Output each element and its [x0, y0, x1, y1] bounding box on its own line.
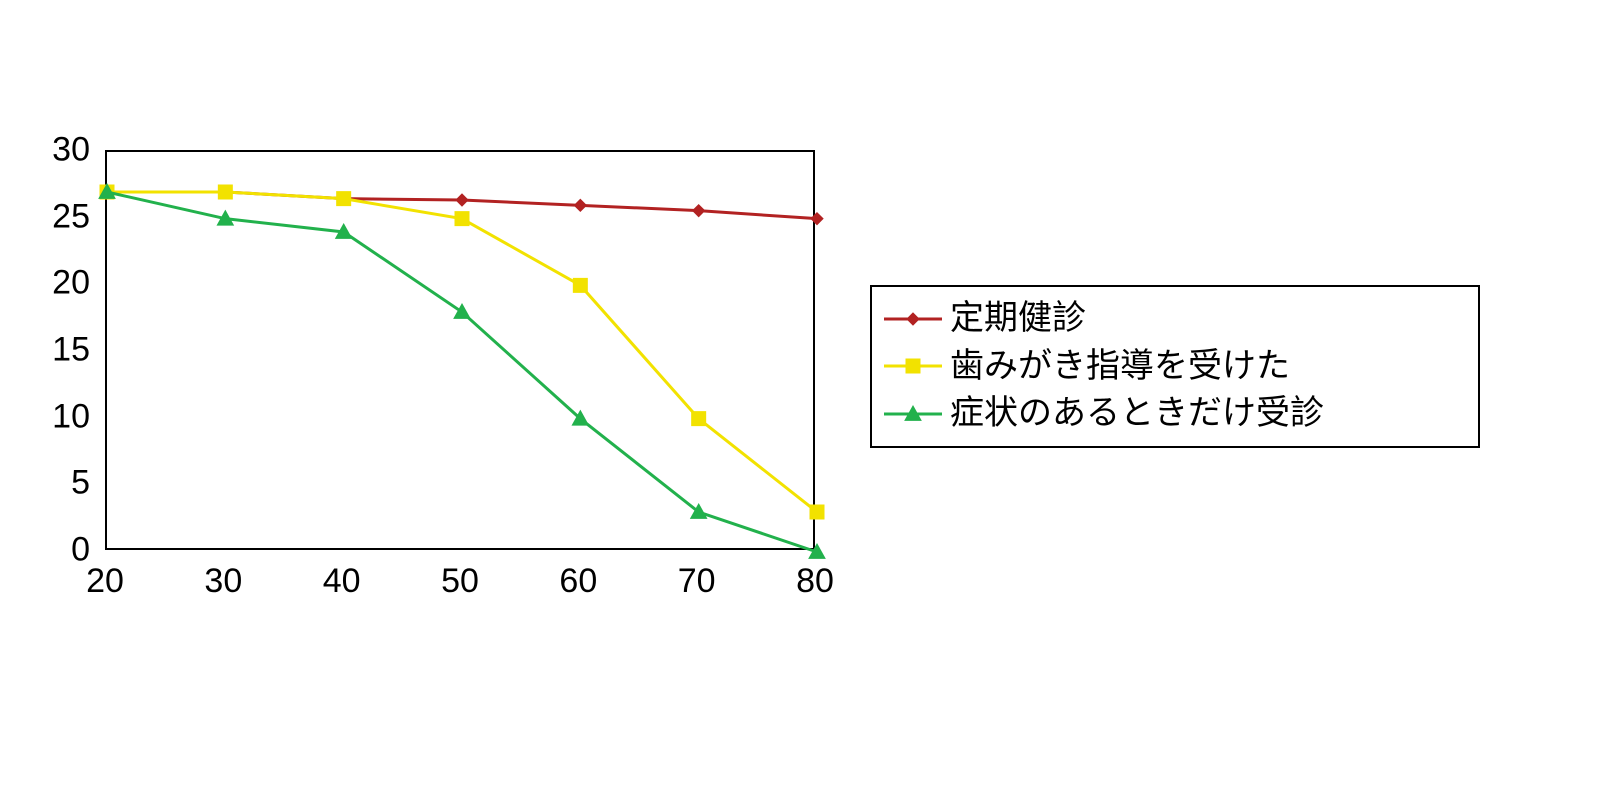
y-tick-label: 10: [0, 397, 90, 436]
legend-marker-icon: [903, 404, 923, 424]
series-marker-regular: [811, 213, 823, 225]
x-tick-label: 20: [86, 562, 124, 601]
plot-area: [105, 150, 815, 550]
legend-item-symptom: 症状のあるときだけ受診: [884, 390, 1466, 438]
series-marker-regular: [693, 205, 705, 217]
series-marker-regular: [456, 194, 468, 206]
legend-swatch: [884, 404, 942, 424]
y-tick-label: 30: [0, 131, 90, 170]
x-tick-label: 30: [204, 562, 242, 601]
series-marker-brushing: [810, 505, 824, 519]
y-tick-label: 20: [0, 264, 90, 303]
series-marker-symptom: [454, 304, 470, 318]
series-line-brushing: [107, 192, 817, 512]
y-tick-label: 5: [0, 464, 90, 503]
legend-item-brushing: 歯みがき指導を受けた: [884, 343, 1466, 391]
legend-marker-icon: [905, 311, 921, 327]
chart-container: 0 5 10 15 20 25 30 20 30 40 50 60 70 80 定期健診歯みがき指導を受…: [0, 0, 1600, 800]
x-tick-label: 40: [323, 562, 361, 601]
x-tick-label: 70: [678, 562, 716, 601]
series-marker-brushing: [337, 192, 351, 206]
legend-label: 定期健診: [950, 295, 1086, 343]
x-tick-label: 80: [796, 562, 834, 601]
legend-swatch: [884, 309, 942, 329]
legend-swatch: [884, 356, 942, 376]
series-line-symptom: [107, 192, 817, 552]
y-tick-label: 0: [0, 531, 90, 570]
y-tick-label: 25: [0, 197, 90, 236]
x-tick-label: 60: [559, 562, 597, 601]
series-marker-brushing: [573, 278, 587, 292]
legend-label: 症状のあるときだけ受診: [950, 390, 1324, 438]
legend-item-regular: 定期健診: [884, 295, 1466, 343]
series-marker-brushing: [692, 412, 706, 426]
series-marker-brushing: [455, 212, 469, 226]
legend: 定期健診歯みがき指導を受けた症状のあるときだけ受診: [870, 285, 1480, 448]
legend-label: 歯みがき指導を受けた: [950, 343, 1290, 391]
plot-svg: [107, 152, 817, 552]
series-marker-regular: [574, 199, 586, 211]
y-tick-label: 15: [0, 331, 90, 370]
x-tick-label: 50: [441, 562, 479, 601]
legend-marker-icon: [904, 357, 922, 375]
series-marker-brushing: [218, 185, 232, 199]
